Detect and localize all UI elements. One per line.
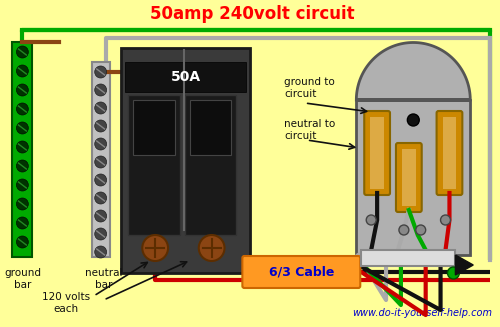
Circle shape [408,114,419,126]
Bar [442,117,456,189]
Circle shape [94,138,106,150]
Bar [190,100,232,155]
Circle shape [94,84,106,96]
Bar [12,42,32,257]
Circle shape [142,235,168,261]
Bar [185,95,236,235]
Circle shape [416,225,426,235]
Circle shape [94,228,106,240]
Circle shape [16,65,28,77]
Circle shape [16,122,28,134]
FancyBboxPatch shape [242,256,360,288]
Bar [362,250,456,266]
Circle shape [94,174,106,186]
FancyBboxPatch shape [364,111,390,195]
Circle shape [199,235,224,261]
Circle shape [94,120,106,132]
Circle shape [16,84,28,96]
Bar [356,100,470,255]
Text: 50A: 50A [171,70,201,84]
Bar [126,62,246,92]
Bar [370,117,384,189]
Text: 6/3 Cable: 6/3 Cable [269,266,334,279]
Circle shape [94,102,106,114]
Circle shape [94,246,106,258]
Circle shape [16,103,28,115]
Bar [122,48,250,273]
Bar [134,100,175,155]
Bar [128,95,180,235]
Circle shape [16,198,28,210]
Text: neutral to
circuit: neutral to circuit [284,119,335,141]
FancyBboxPatch shape [396,143,421,212]
Bar [402,149,416,206]
Circle shape [399,225,409,235]
Circle shape [366,215,376,225]
Text: 120 volts
each: 120 volts each [42,292,90,314]
Polygon shape [456,255,473,275]
Circle shape [16,217,28,229]
FancyBboxPatch shape [436,111,462,195]
Text: neutral
bar: neutral bar [85,268,122,290]
Circle shape [94,156,106,168]
Circle shape [94,192,106,204]
Circle shape [16,236,28,248]
Circle shape [440,215,450,225]
Text: ground
bar: ground bar [4,268,41,290]
Polygon shape [356,43,470,100]
Circle shape [16,179,28,191]
Circle shape [16,141,28,153]
Circle shape [16,46,28,58]
Bar [92,62,110,257]
Text: 50amp 240volt circuit: 50amp 240volt circuit [150,5,354,23]
Text: www.do-it-yourself-help.com: www.do-it-yourself-help.com [352,308,492,318]
Circle shape [16,160,28,172]
Text: ground to
circuit: ground to circuit [284,77,335,99]
Circle shape [94,66,106,78]
Circle shape [94,210,106,222]
Circle shape [448,267,460,279]
